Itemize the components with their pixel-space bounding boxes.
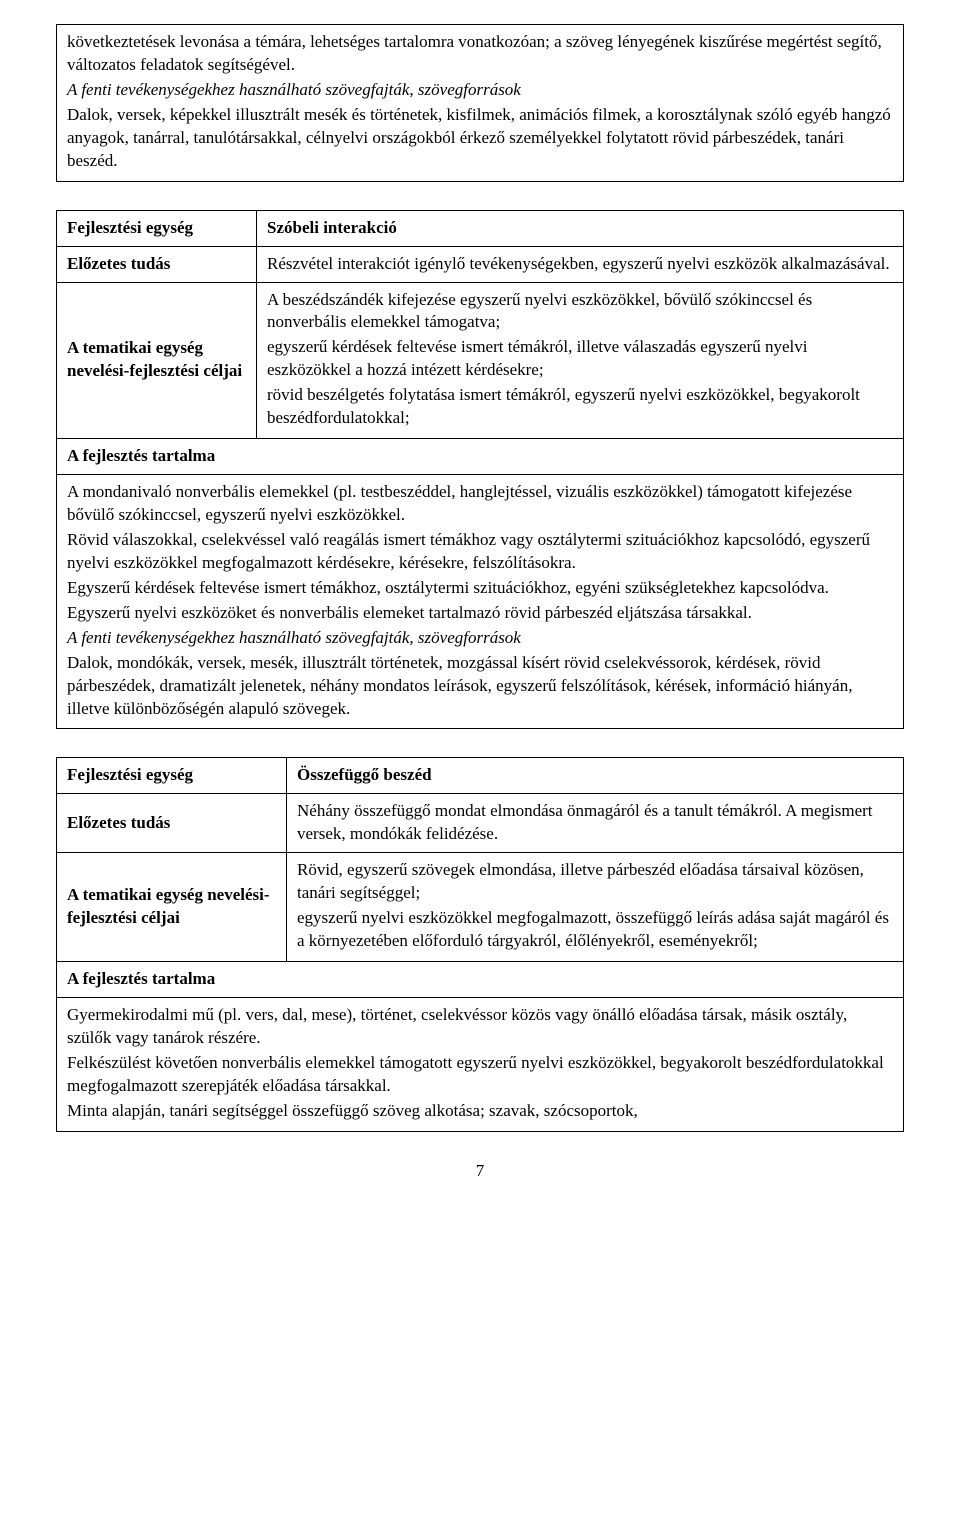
t1-content-p4: Egyszerű nyelvi eszközöket és nonverbáli… <box>67 602 893 625</box>
content-cell: A mondanivaló nonverbális elemekkel (pl.… <box>57 475 904 729</box>
content-cell-2: Gyermekirodalmi mű (pl. vers, dal, mese)… <box>57 997 904 1131</box>
goals-line-2: egyszerű kérdések feltevése ismert témák… <box>267 336 893 382</box>
prior-label: Előzetes tudás <box>57 246 257 282</box>
goals-label-2: A tematikai egység nevelési-fejlesztési … <box>57 853 287 962</box>
content-heading: A fejlesztés tartalma <box>57 439 904 475</box>
t1-content-p6: Dalok, mondókák, versek, mesék, illusztr… <box>67 652 893 721</box>
t2-content-p2: Felkészülést követően nonverbális elemek… <box>67 1052 893 1098</box>
goals2-line-1: Rövid, egyszerű szövegek elmondása, ille… <box>297 859 893 905</box>
intro-p2: A fenti tevékenységekhez használható szö… <box>67 79 893 102</box>
unit-label: Fejlesztési egység <box>57 210 257 246</box>
t1-content-p5: A fenti tevékenységekhez használható szö… <box>67 627 893 650</box>
table-connected-speech: Fejlesztési egység Összefüggő beszéd Elő… <box>56 757 904 1131</box>
content-heading-2: A fejlesztés tartalma <box>57 962 904 998</box>
intro-cell: következtetések levonása a témára, lehet… <box>57 25 904 182</box>
page-number: 7 <box>56 1160 904 1183</box>
goals-line-1: A beszédszándék kifejezése egyszerű nyel… <box>267 289 893 335</box>
goals-line-3: rövid beszélgetés folytatása ismert témá… <box>267 384 893 430</box>
goals-cell: A beszédszándék kifejezése egyszerű nyel… <box>257 282 904 439</box>
intro-p1: következtetések levonása a témára, lehet… <box>67 31 893 77</box>
prior-text-2: Néhány összefüggő mondat elmondása önmag… <box>287 794 904 853</box>
t2-content-p1: Gyermekirodalmi mű (pl. vers, dal, mese)… <box>67 1004 893 1050</box>
unit-label-2: Fejlesztési egység <box>57 758 287 794</box>
table-oral-interaction: Fejlesztési egység Szóbeli interakció El… <box>56 210 904 730</box>
intro-continuation-box: következtetések levonása a témára, lehet… <box>56 24 904 182</box>
prior-label-2: Előzetes tudás <box>57 794 287 853</box>
t1-content-p2: Rövid válaszokkal, cselekvéssel való rea… <box>67 529 893 575</box>
goals-label: A tematikai egység nevelési-fejlesztési … <box>57 282 257 439</box>
t2-content-p3: Minta alapján, tanári segítséggel összef… <box>67 1100 893 1123</box>
t1-content-p3: Egyszerű kérdések feltevése ismert témák… <box>67 577 893 600</box>
t1-content-p1: A mondanivaló nonverbális elemekkel (pl.… <box>67 481 893 527</box>
intro-p3: Dalok, versek, képekkel illusztrált mesé… <box>67 104 893 173</box>
goals-cell-2: Rövid, egyszerű szövegek elmondása, ille… <box>287 853 904 962</box>
unit-title-2: Összefüggő beszéd <box>287 758 904 794</box>
goals2-line-2: egyszerű nyelvi eszközökkel megfogalmazo… <box>297 907 893 953</box>
prior-text: Részvétel interakciót igénylő tevékenysé… <box>257 246 904 282</box>
unit-title: Szóbeli interakció <box>257 210 904 246</box>
